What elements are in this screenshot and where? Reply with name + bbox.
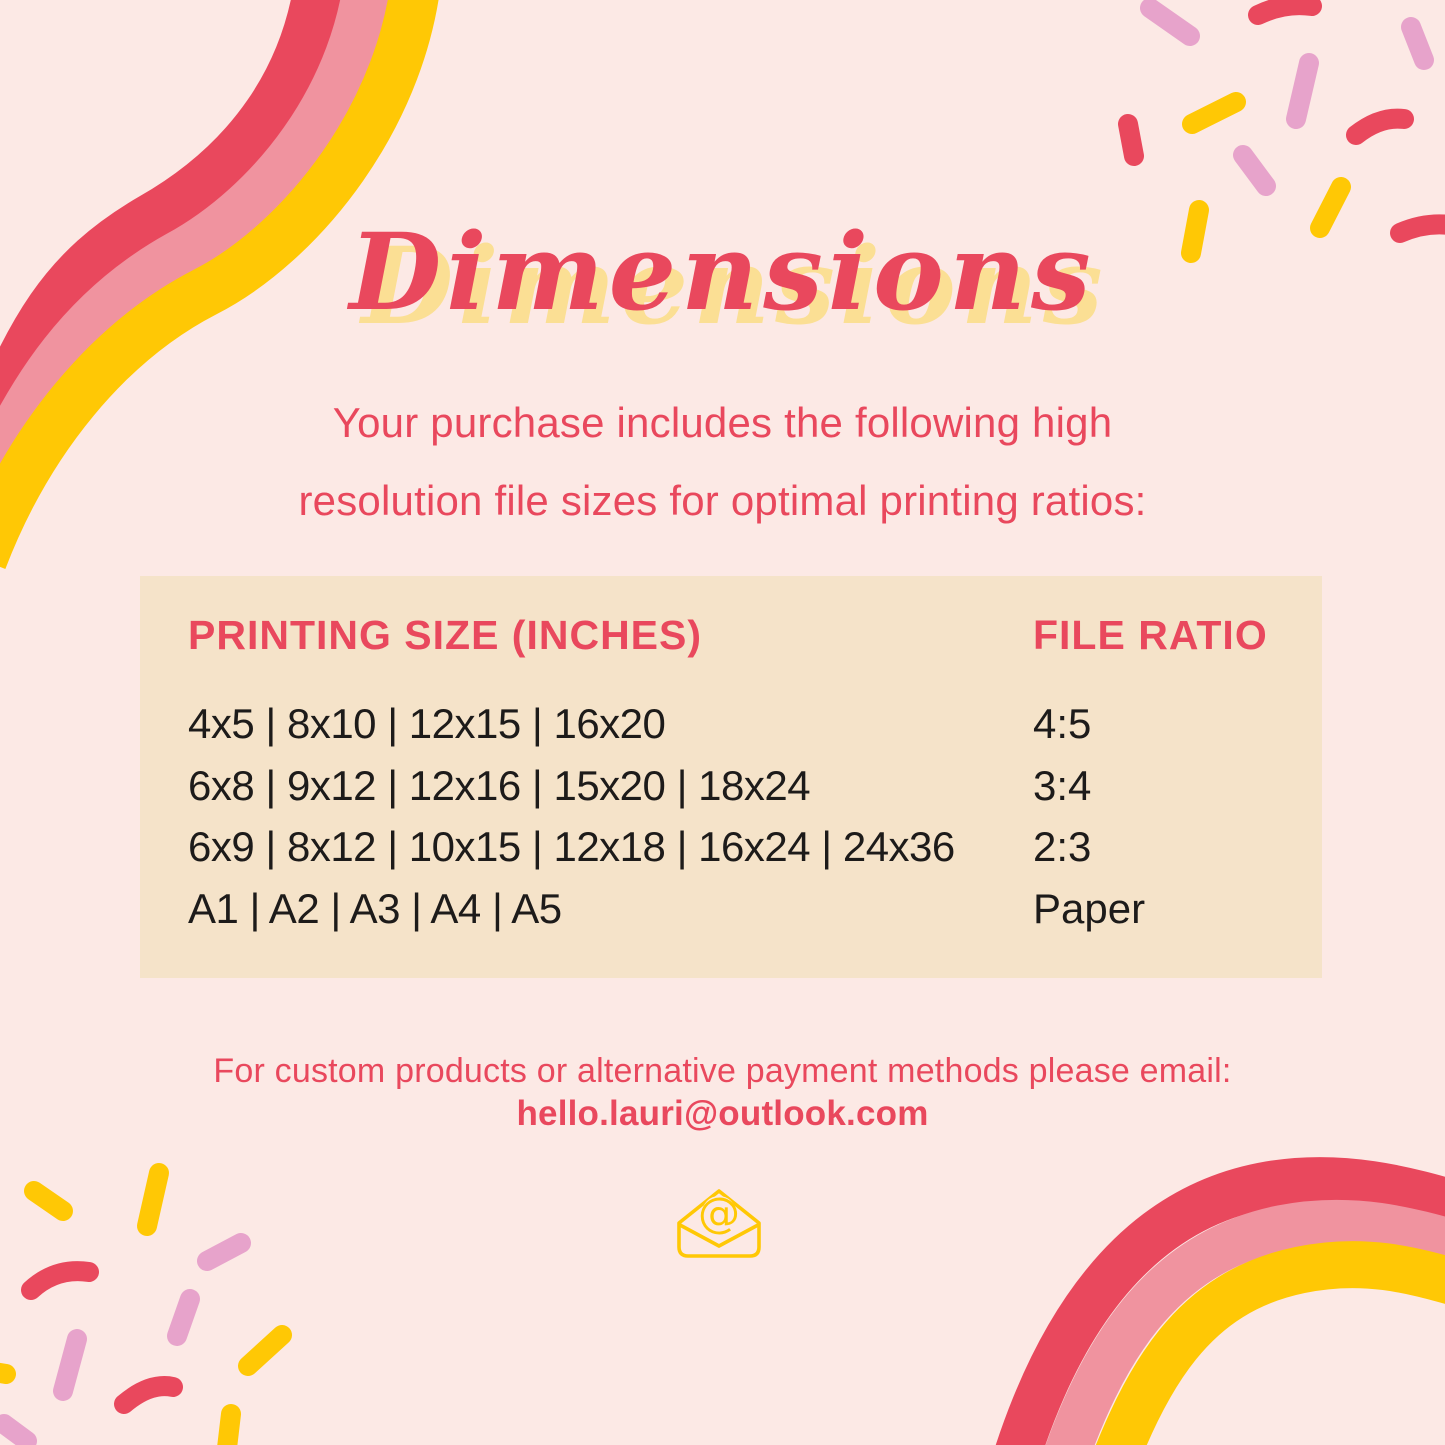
rainbow-stripe-yellow xyxy=(1095,1241,1445,1445)
at-symbol: @ xyxy=(698,1188,740,1237)
page-title: Dimensions xyxy=(349,209,1096,334)
row-ratio: 3:4 xyxy=(1033,762,1092,809)
row-sizes: A1 | A2 | A3 | A4 | A5 xyxy=(188,885,562,932)
envelope-at-backdrop xyxy=(702,1196,736,1230)
row-ratio: 2:3 xyxy=(1033,823,1092,870)
table-row: 6x9 | 8x12 | 10x15 | 12x18 | 16x24 | 24x… xyxy=(140,823,1322,875)
sprinkle xyxy=(217,1404,241,1445)
sprinkle xyxy=(197,1233,251,1271)
sprinkle xyxy=(0,1414,37,1445)
row-sizes: 4x5 | 8x10 | 12x15 | 16x20 xyxy=(188,700,666,747)
sprinkles-bottom-left xyxy=(0,1163,292,1445)
sprinkle xyxy=(53,1329,87,1401)
sprinkle xyxy=(1346,108,1414,145)
sprinkle xyxy=(137,1163,169,1236)
contact-note: For custom products or alternative payme… xyxy=(213,1052,1232,1090)
envelope-fold-lines xyxy=(678,1223,760,1248)
row-ratio: Paper xyxy=(1033,885,1146,932)
email-envelope-icon: @ xyxy=(677,1188,761,1258)
contact-email: hello.lauri@outlook.com xyxy=(516,1094,929,1133)
table-row: 4x5 | 8x10 | 12x15 | 16x20 4:5 xyxy=(140,700,1322,752)
row-sizes: 6x8 | 9x12 | 12x16 | 15x20 | 18x24 xyxy=(188,762,811,809)
column-header-file-ratio: FILE RATIO xyxy=(1033,612,1268,658)
sprinkle xyxy=(114,1376,183,1414)
page-subtitle: Your purchase includes the following hig… xyxy=(0,384,1445,540)
sprinkle xyxy=(21,1261,99,1300)
row-sizes: 6x9 | 8x12 | 10x15 | 12x18 | 16x24 | 24x… xyxy=(188,823,955,870)
table-row: 6x8 | 9x12 | 12x16 | 15x20 | 18x24 3:4 xyxy=(140,762,1322,814)
sprinkle xyxy=(1401,17,1434,70)
sprinkle xyxy=(1118,114,1144,166)
size-table-panel: PRINTING SIZE (INCHES) FILE RATIO 4x5 | … xyxy=(140,576,1322,978)
row-ratio: 4:5 xyxy=(1033,700,1092,747)
subtitle-line-2: resolution file sizes for optimal printi… xyxy=(298,477,1147,524)
column-header-printing-size: PRINTING SIZE (INCHES) xyxy=(188,612,703,658)
sprinkle xyxy=(24,1181,73,1221)
sprinkle xyxy=(238,1325,292,1376)
rainbow-arc-bottom-right xyxy=(995,1157,1445,1445)
sprinkle xyxy=(1286,53,1319,129)
sprinkle xyxy=(0,1362,16,1384)
sprinkle xyxy=(1248,0,1322,25)
subtitle-line-1: Your purchase includes the following hig… xyxy=(332,399,1113,446)
rainbow-stripe-red xyxy=(995,1157,1445,1445)
sprinkle xyxy=(1140,0,1200,46)
rainbow-stripe-pink xyxy=(1045,1199,1445,1445)
table-row: A1 | A2 | A3 | A4 | A5 Paper xyxy=(140,885,1322,937)
envelope-outline xyxy=(677,1189,761,1258)
sprinkle xyxy=(1182,92,1246,134)
sprinkle xyxy=(1233,145,1276,196)
sprinkle xyxy=(167,1289,200,1346)
